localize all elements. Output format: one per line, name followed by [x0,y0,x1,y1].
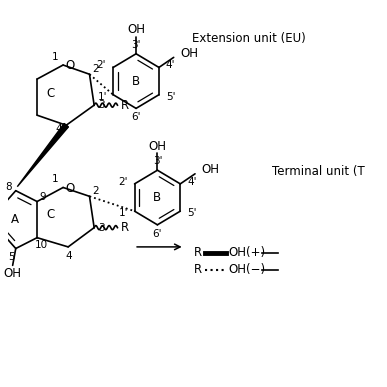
Text: 5': 5' [187,208,197,218]
Text: 4': 4' [166,60,175,70]
Text: 2': 2' [118,177,128,187]
Text: 4': 4' [187,177,197,187]
Polygon shape [59,124,68,135]
Text: OH: OH [149,140,166,152]
Text: 3': 3' [152,156,162,166]
Text: 6': 6' [152,229,162,239]
Text: 5: 5 [8,252,14,262]
Text: 6': 6' [131,112,141,122]
Text: 10: 10 [35,240,48,250]
Text: O: O [65,59,75,72]
Text: 1: 1 [52,175,59,185]
Text: 1': 1' [119,208,129,218]
Text: 2': 2' [97,60,106,70]
Text: 3: 3 [98,223,104,233]
Text: OH: OH [3,267,22,280]
Text: 1': 1' [98,92,108,102]
Text: OH: OH [127,23,145,36]
Text: B: B [132,75,140,87]
Text: OH(−): OH(−) [228,263,265,276]
Text: 9: 9 [39,192,46,202]
Text: 2: 2 [92,64,99,74]
Text: R: R [121,221,129,234]
Text: 2: 2 [92,187,99,197]
Text: 8: 8 [5,183,12,192]
Polygon shape [17,123,68,187]
Text: 3': 3' [131,40,141,50]
Text: R: R [194,247,202,259]
Text: 1: 1 [52,52,59,62]
Text: 4: 4 [66,251,72,261]
Text: R: R [194,263,202,276]
Text: Terminal unit (T: Terminal unit (T [272,165,365,178]
Text: O: O [65,182,75,195]
Text: 5': 5' [166,92,175,102]
Text: OH: OH [180,47,198,60]
Text: 4: 4 [56,124,63,134]
Text: C: C [46,208,55,221]
Text: R: R [121,99,129,112]
Text: B: B [153,191,161,204]
Text: 3: 3 [98,100,104,110]
Text: C: C [46,87,55,99]
Text: Extension unit (EU): Extension unit (EU) [192,33,305,45]
Text: A: A [11,213,19,226]
Text: OH: OH [202,163,220,176]
Text: OH(+): OH(+) [228,247,265,259]
